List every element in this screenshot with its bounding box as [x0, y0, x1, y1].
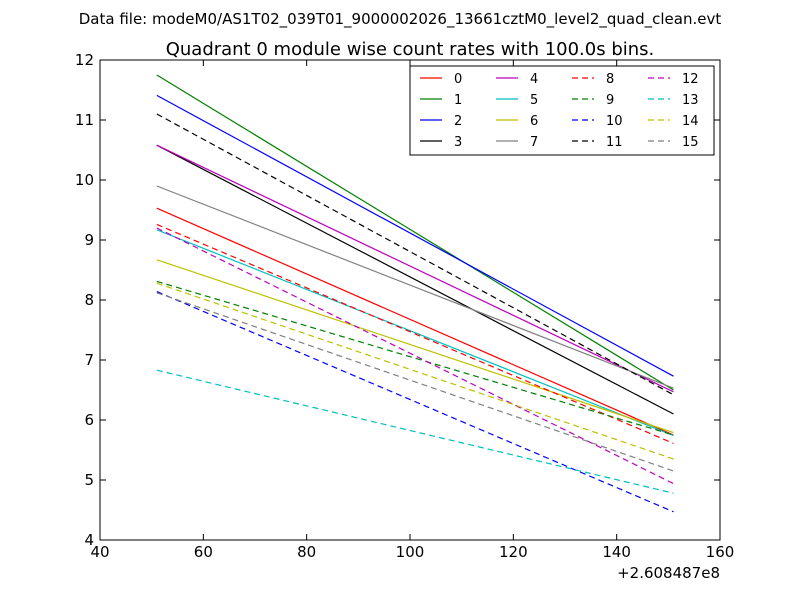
x-tick-label: 60	[194, 543, 213, 561]
legend-label-1: 1	[454, 93, 462, 108]
series-line-4	[156, 144, 674, 393]
legend-label-13: 13	[682, 93, 699, 108]
series-line-15	[156, 292, 674, 472]
y-tick-label: 8	[84, 291, 94, 309]
series-line-7	[156, 185, 674, 389]
x-tick-label: 40	[90, 543, 109, 561]
series-line-12	[156, 227, 674, 485]
x-tick-label: 160	[706, 543, 735, 561]
series-line-3	[156, 144, 674, 415]
series-line-11	[156, 113, 674, 396]
y-tick-label: 12	[75, 51, 94, 69]
y-tick-label: 9	[84, 231, 94, 249]
legend-label-4: 4	[530, 72, 538, 87]
series-line-14	[156, 282, 674, 460]
legend-label-12: 12	[682, 72, 699, 87]
legend-label-0: 0	[454, 72, 462, 87]
legend-box	[409, 65, 715, 156]
series-layer	[156, 74, 674, 513]
series-line-8	[156, 223, 674, 444]
legend-label-2: 2	[454, 114, 462, 129]
legend-label-7: 7	[530, 135, 538, 150]
x-tick-label: 120	[499, 543, 528, 561]
series-line-6	[156, 259, 674, 434]
y-tick-label: 11	[75, 111, 94, 129]
series-line-1	[156, 74, 674, 391]
x-tick-label: 100	[396, 543, 425, 561]
legend-label-11: 11	[606, 135, 623, 150]
legend-label-8: 8	[606, 72, 614, 87]
datafile-label: Data file: modeM0/AS1T02_039T01_90000020…	[79, 10, 722, 29]
legend-label-10: 10	[606, 114, 623, 129]
legend-label-9: 9	[606, 93, 614, 108]
legend-label-14: 14	[682, 114, 699, 129]
series-line-2	[156, 94, 674, 377]
series-line-0	[156, 207, 674, 436]
legend-label-6: 6	[530, 114, 538, 129]
x-offset-label: +2.608487e8	[617, 564, 720, 582]
legend-label-15: 15	[682, 135, 699, 150]
series-line-5	[156, 229, 674, 437]
chart-title: Quadrant 0 module wise count rates with …	[166, 39, 655, 60]
legend-label-3: 3	[454, 135, 462, 150]
y-tick-label: 10	[75, 171, 94, 189]
y-tick-label: 7	[84, 351, 94, 369]
y-tick-label: 6	[84, 411, 94, 429]
legend-label-5: 5	[530, 93, 538, 108]
y-tick-label: 4	[84, 531, 94, 549]
x-tick-label: 140	[602, 543, 631, 561]
series-line-10	[156, 291, 674, 513]
x-tick-label: 80	[297, 543, 316, 561]
y-tick-label: 5	[84, 471, 94, 489]
series-line-13	[156, 369, 674, 494]
